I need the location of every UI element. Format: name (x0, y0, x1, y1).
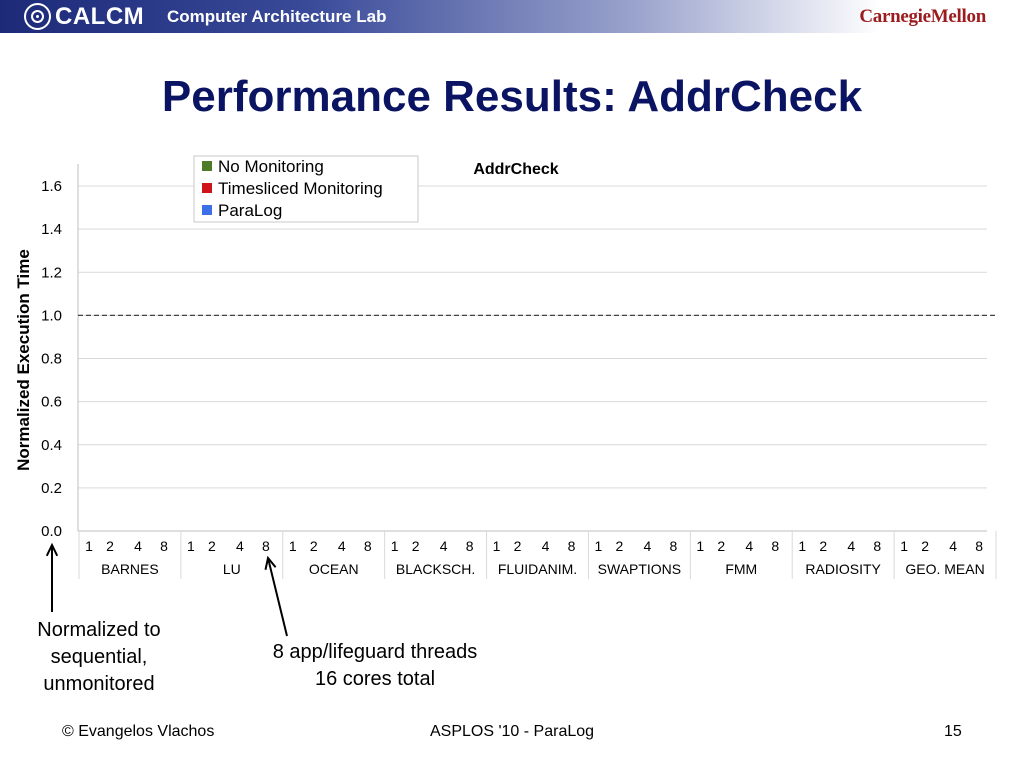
y-tick-label: 0.8 (41, 351, 62, 368)
thread-count-label: 1 (391, 538, 399, 554)
thread-count-label: 2 (616, 538, 624, 554)
callout-arrow-right (267, 557, 288, 637)
callout-line: Normalized to (37, 619, 161, 641)
thread-count-label: 2 (310, 538, 318, 554)
thread-count-label: 1 (798, 538, 806, 554)
legend-label: ParaLog (218, 201, 282, 220)
callout-arrow-right-head (264, 555, 277, 570)
y-tick-label: 1.2 (41, 264, 62, 281)
thread-count-label: 4 (745, 538, 753, 554)
callout-arrow-left-head (45, 542, 59, 557)
y-tick-label: 1.6 (41, 178, 62, 195)
thread-count-label: 2 (819, 538, 827, 554)
thread-count-label: 2 (921, 538, 929, 554)
legend-swatch (202, 205, 212, 215)
group-label: SWAPTIONS (598, 561, 682, 577)
header-banner: CALCM Computer Architecture Lab Carnegie… (0, 0, 1024, 33)
thread-count-label: 2 (208, 538, 216, 554)
thread-count-label: 4 (440, 538, 448, 554)
thread-count-label: 8 (466, 538, 474, 554)
thread-count-label: 1 (289, 538, 297, 554)
thread-count-label: 1 (187, 538, 195, 554)
thread-count-label: 2 (106, 538, 114, 554)
y-tick-label: 0.2 (41, 480, 62, 497)
thread-count-label: 8 (873, 538, 881, 554)
y-tick-label: 1.0 (41, 307, 62, 324)
thread-count-label: 4 (542, 538, 550, 554)
callout-line: unmonitored (43, 673, 155, 695)
lab-name: Computer Architecture Lab (167, 7, 387, 26)
legend-label: Timesliced Monitoring (218, 179, 383, 198)
group-label: FLUIDANIM. (498, 561, 577, 577)
calcm-logo: CALCM (55, 3, 145, 30)
footer-page-number: 15 (944, 723, 962, 740)
y-tick-label: 0.0 (41, 523, 62, 540)
footer-venue: ASPLOS '10 - ParaLog (430, 723, 595, 740)
thread-count-label: 8 (670, 538, 678, 554)
legend-swatch (202, 161, 212, 171)
legend-swatch (202, 183, 212, 193)
thread-count-label: 8 (262, 538, 270, 554)
thread-count-label: 8 (771, 538, 779, 554)
y-tick-label: 0.6 (41, 394, 62, 411)
thread-count-label: 2 (412, 538, 420, 554)
thread-count-label: 4 (949, 538, 957, 554)
thread-count-label: 8 (160, 538, 168, 554)
thread-count-label: 8 (364, 538, 372, 554)
group-label: LU (223, 561, 241, 577)
group-label: OCEAN (309, 561, 359, 577)
thread-count-label: 8 (568, 538, 576, 554)
thread-count-label: 4 (134, 538, 142, 554)
callout-line: 16 cores total (314, 668, 436, 690)
thread-count-label: 4 (236, 538, 244, 554)
thread-count-label: 4 (338, 538, 346, 554)
group-label: GEO. MEAN (905, 561, 984, 577)
thread-count-label: 4 (644, 538, 652, 554)
legend-label: No Monitoring (218, 157, 324, 176)
legend-box (193, 155, 419, 223)
footer-author: © Evangelos Vlachos (62, 723, 215, 740)
group-label: RADIOSITY (805, 561, 881, 577)
callout-line: 8 app/lifeguard threads (272, 641, 478, 663)
thread-count-label: 2 (514, 538, 522, 554)
y-tick-label: 1.4 (41, 221, 62, 238)
group-label: FMM (725, 561, 757, 577)
concentric-circles-icon (24, 3, 51, 30)
y-tick-label: 0.4 (41, 437, 62, 454)
university-logo: CarnegieMellon (859, 6, 986, 27)
thread-count-label: 1 (493, 538, 501, 554)
callout-normalized: Normalized to sequential, unmonitored (14, 617, 184, 698)
thread-count-label: 1 (696, 538, 704, 554)
slide-title: Performance Results: AddrCheck (161, 72, 863, 121)
callout-threads: 8 app/lifeguard threads 16 cores total (240, 639, 510, 693)
thread-count-label: 4 (847, 538, 855, 554)
group-label: BLACKSCH. (396, 561, 475, 577)
thread-count-label: 1 (85, 538, 93, 554)
chart-title: AddrCheck (473, 161, 558, 178)
callout-line: sequential, (50, 646, 148, 668)
thread-count-label: 8 (975, 538, 983, 554)
thread-count-label: 1 (595, 538, 603, 554)
thread-count-label: 1 (900, 538, 908, 554)
group-label: BARNES (101, 561, 159, 577)
thread-count-label: 2 (717, 538, 725, 554)
